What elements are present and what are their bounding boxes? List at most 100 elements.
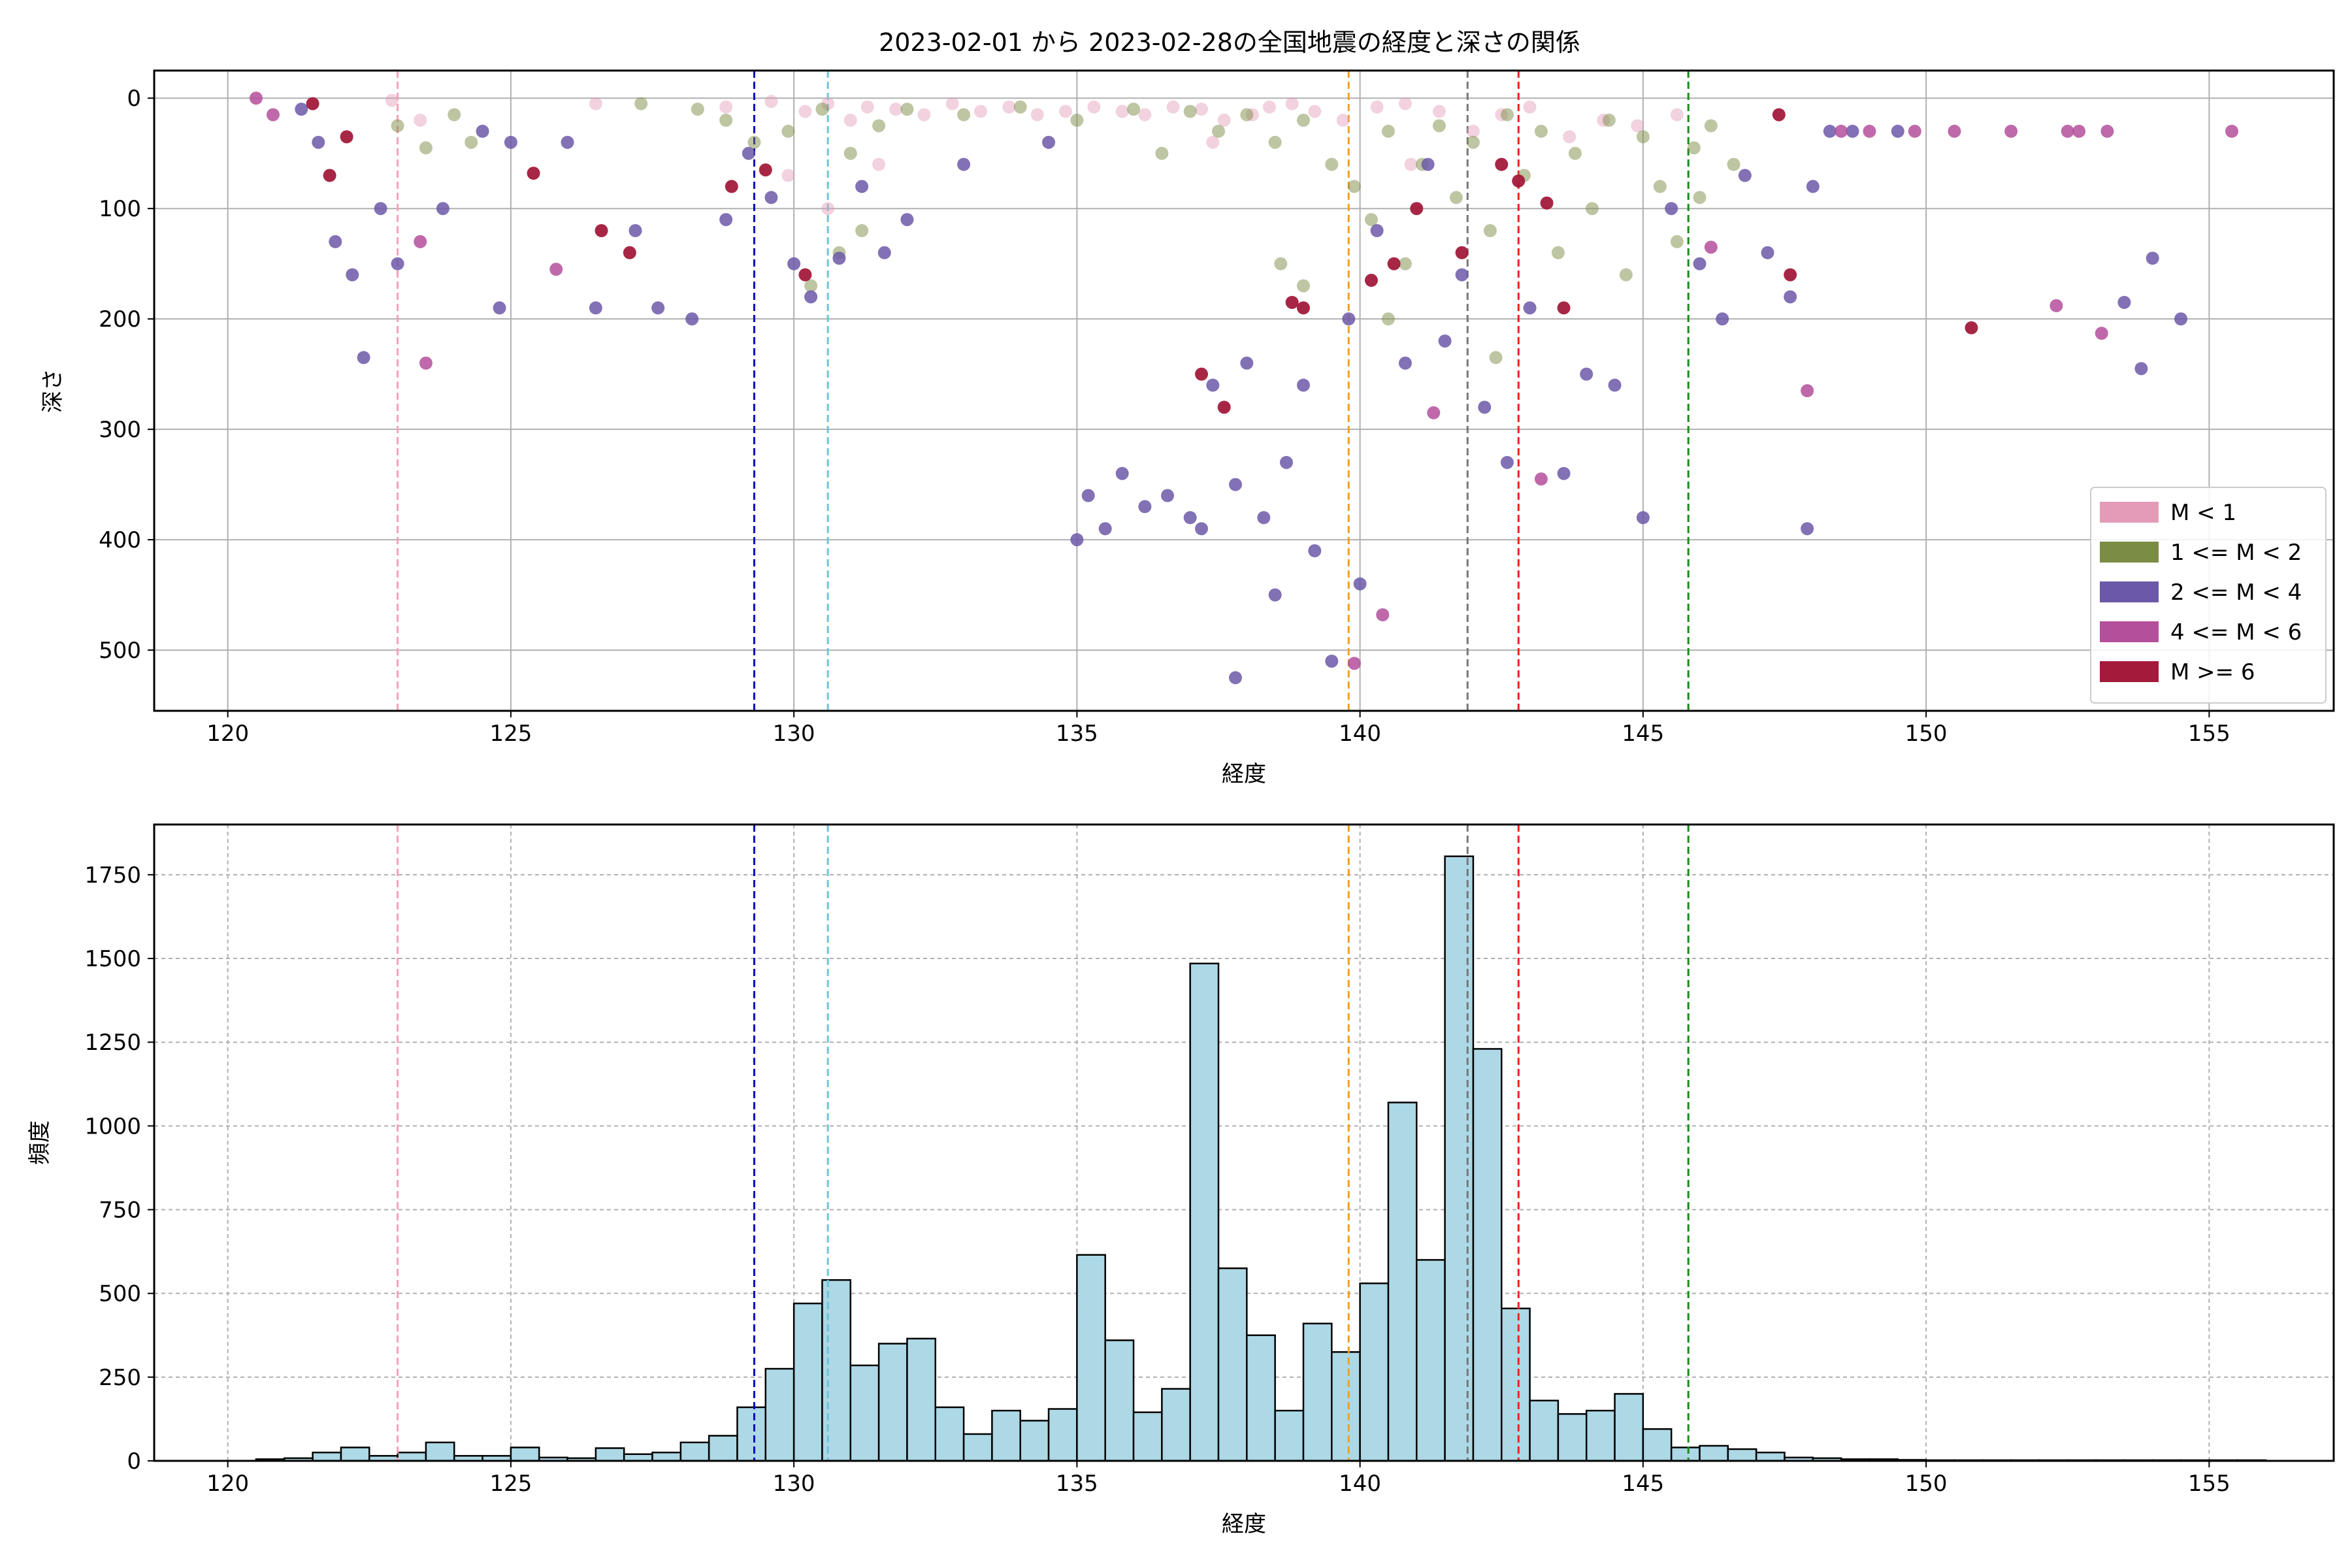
histogram-x-ticks: 120 125 130 135 140 145 150 155 [206, 1461, 2230, 1497]
scatter-point-s1-7 [747, 135, 761, 149]
scatter-point-s4-14 [1387, 257, 1401, 270]
scatter-point-s3-12 [1863, 124, 1876, 138]
scatter-point-s0-7 [843, 114, 857, 127]
histogram-bar-46 [1557, 1413, 1588, 1462]
scatter-point-s0-39 [872, 157, 886, 171]
scatter-point-s4-7 [759, 163, 772, 177]
scatter-point-s0-21 [1217, 114, 1231, 127]
histogram-bar-49 [1642, 1428, 1673, 1462]
scatter-point-s0-30 [1466, 124, 1480, 138]
scatter-point-s1-27 [1398, 257, 1412, 270]
scatter-point-s2-64 [1801, 522, 1814, 536]
scatter-legend-swatch-4 [2100, 661, 2159, 682]
scatter-point-s1-40 [1619, 268, 1633, 282]
scatter-point-s2-58 [1665, 202, 1678, 216]
scatter-x-axis-label: 経度 [1222, 761, 1266, 787]
scatter-point-s1-44 [1687, 141, 1701, 155]
scatter-point-s2-16 [719, 213, 733, 227]
scatter-point-s1-23 [1325, 157, 1339, 171]
histogram-bar-53 [1755, 1451, 1786, 1462]
scatter-point-s2-41 [1308, 544, 1322, 557]
scatter-point-s0-17 [1115, 105, 1129, 118]
scatter-point-s2-4 [357, 351, 370, 365]
histogram-bar-3 [340, 1446, 370, 1462]
scatter-point-s4-8 [798, 268, 812, 282]
scatter-x-tick-label-1: 125 [489, 721, 532, 747]
histogram-bar-15 [679, 1441, 710, 1462]
histogram-bar-6 [425, 1441, 455, 1462]
scatter-point-s0-24 [1285, 97, 1299, 110]
histogram-x-axis-label: 経度 [1222, 1511, 1266, 1537]
scatter-point-s1-17 [1155, 146, 1169, 160]
scatter-point-s1-29 [1432, 119, 1446, 133]
scatter-point-s0-0 [385, 93, 399, 107]
histogram-y-tick-label-5: 1250 [84, 1030, 141, 1056]
scatter-point-s2-0 [295, 103, 308, 116]
scatter-point-s1-1 [419, 141, 433, 155]
scatter-point-s2-18 [764, 191, 778, 204]
scatter-point-s1-50 [855, 224, 869, 237]
scatter-point-s1-31 [1466, 135, 1480, 149]
scatter-point-s0-13 [1002, 100, 1016, 114]
scatter-point-s1-12 [900, 103, 914, 116]
scatter-point-s3-21 [2225, 124, 2239, 138]
histogram-bar-45 [1529, 1399, 1560, 1462]
scatter-point-s0-32 [1523, 100, 1537, 114]
scatter-point-s0-18 [1138, 108, 1152, 122]
scatter-panel: 120 125 130 135 140 145 150 155 0 100 200 300 400 50… [40, 69, 2335, 787]
scatter-point-s2-3 [346, 268, 359, 282]
scatter-x-tick-label-0: 120 [206, 721, 249, 747]
scatter-point-s2-20 [804, 290, 818, 304]
scatter-point-s1-16 [1127, 103, 1141, 116]
scatter-point-s0-8 [860, 100, 874, 114]
scatter-point-s3-9 [1704, 240, 1718, 254]
scatter-point-s4-22 [1784, 268, 1797, 282]
scatter-point-s2-40 [1296, 378, 1310, 392]
scatter-point-s1-51 [804, 279, 818, 293]
scatter-point-s2-62 [1761, 246, 1774, 259]
scatter-point-s2-23 [877, 246, 891, 259]
scatter-point-s1-10 [843, 146, 857, 160]
histogram-x-tick-label-3: 135 [1056, 1471, 1098, 1497]
scatter-point-s2-71 [2146, 252, 2159, 265]
scatter-point-s1-39 [1602, 114, 1616, 127]
scatter-point-s2-34 [1195, 522, 1209, 536]
histogram-y-tick-label-0: 0 [127, 1448, 141, 1475]
scatter-point-s2-38 [1257, 511, 1271, 525]
scatter-point-s4-23 [1965, 321, 1978, 335]
scatter-point-s0-4 [764, 95, 778, 108]
scatter-point-s3-7 [1427, 406, 1441, 419]
scatter-point-s1-9 [815, 103, 829, 116]
scatter-point-s2-29 [1098, 522, 1112, 536]
scatter-point-s3-19 [2050, 299, 2063, 312]
histogram-bar-29 [1076, 1254, 1106, 1462]
scatter-point-s4-16 [1455, 246, 1469, 259]
scatter-point-s3-20 [2095, 327, 2108, 340]
histogram-bar-12 [595, 1447, 625, 1462]
scatter-point-s3-0 [249, 91, 263, 105]
scatter-point-s2-30 [1115, 466, 1129, 480]
scatter-point-s2-7 [436, 202, 449, 216]
scatter-point-s1-18 [1183, 105, 1197, 118]
scatter-point-s2-32 [1161, 489, 1175, 502]
scatter-points [249, 91, 2239, 685]
scatter-point-s2-8 [476, 124, 489, 138]
scatter-point-s2-65 [1806, 180, 1820, 193]
scatter-point-s2-51 [1478, 400, 1492, 414]
scatter-point-s2-73 [2134, 362, 2148, 376]
histogram-bar-18 [764, 1367, 795, 1462]
scatter-point-s0-28 [1398, 97, 1412, 110]
scatter-point-s1-43 [1670, 235, 1684, 248]
scatter-point-s2-52 [1500, 455, 1514, 469]
scatter-point-s0-20 [1195, 103, 1209, 116]
histogram-y-tick-label-7: 1750 [84, 862, 141, 889]
scatter-y-tick-label-4: 400 [99, 527, 141, 553]
scatter-point-s1-54 [1693, 191, 1707, 204]
scatter-point-s1-5 [691, 103, 704, 116]
histogram-x-tick-label-1: 125 [489, 1471, 532, 1497]
scatter-point-s1-15 [1070, 114, 1084, 127]
scatter-point-s0-38 [821, 202, 835, 216]
scatter-x-tick-label-2: 130 [773, 721, 815, 747]
scatter-point-s2-37 [1240, 356, 1254, 370]
scatter-point-s3-10 [1801, 384, 1814, 397]
